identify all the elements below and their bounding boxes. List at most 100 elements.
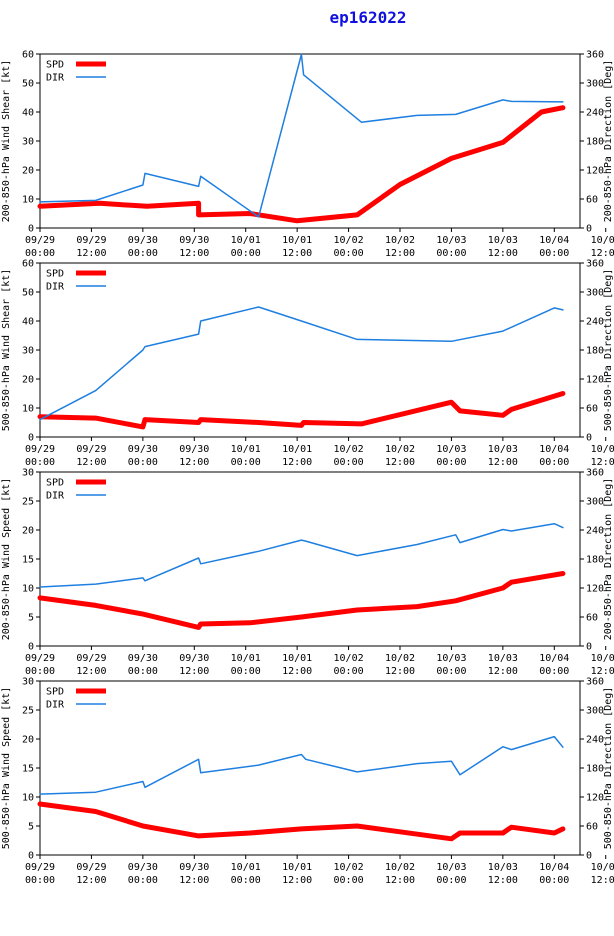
legend-spd-label: SPD [46, 478, 64, 489]
x-tick-label-date: 09/30 [128, 235, 158, 246]
x-tick-label-time: 00:00 [334, 666, 364, 677]
y-tick-label-left: 15 [22, 764, 34, 775]
x-tick-label-time: 00:00 [25, 457, 55, 468]
y-tick-label-right: 300 [586, 79, 604, 90]
x-tick-label-time: 00:00 [128, 875, 158, 886]
x-tick-label-date: 09/30 [179, 235, 209, 246]
x-tick-label-time: 12:00 [179, 457, 209, 468]
x-tick-label-date: 10/03 [436, 235, 466, 246]
y-tick-label-left: 5 [28, 613, 34, 624]
x-tick-label-time: 00:00 [539, 457, 569, 468]
x-tick-label-date: 09/30 [128, 862, 158, 873]
x-tick-label-time: 00:00 [25, 248, 55, 259]
x-tick-label-time: 12:00 [76, 875, 106, 886]
x-tick-label-date: 10/04 [591, 653, 614, 664]
x-tick-label-time: 12:00 [591, 457, 614, 468]
x-tick-label-time: 12:00 [591, 666, 614, 677]
y-tick-label-right: 0 [586, 433, 592, 444]
y-tick-label-right: 240 [586, 317, 604, 328]
x-tick-label-time: 00:00 [436, 457, 466, 468]
y-axis-label-left: 200-850-hPa Wind Speed [kt] [1, 478, 12, 641]
y-tick-label-left: 60 [22, 259, 34, 270]
x-tick-label-date: 10/04 [539, 862, 569, 873]
x-tick-label-time: 12:00 [282, 875, 312, 886]
x-tick-label-time: 12:00 [179, 666, 209, 677]
y-tick-label-left: 10 [22, 584, 34, 595]
y-tick-label-right: 300 [586, 706, 604, 717]
y-axis-label-right: 500-850-hPa Direction [Deg] [603, 269, 614, 432]
x-tick-label-time: 12:00 [282, 666, 312, 677]
x-tick-label-time: 12:00 [488, 875, 518, 886]
y-tick-label-right: 360 [586, 677, 604, 688]
x-tick-label-time: 12:00 [385, 457, 415, 468]
x-tick-label-time: 00:00 [539, 666, 569, 677]
x-tick-label-time: 00:00 [334, 457, 364, 468]
x-tick-label-date: 10/04 [539, 444, 569, 455]
x-tick-label-time: 00:00 [539, 248, 569, 259]
x-tick-label-time: 12:00 [385, 875, 415, 886]
y-tick-label-right: 180 [586, 555, 604, 566]
dir-series-line [39, 306, 564, 421]
y-tick-label-left: 0 [28, 224, 34, 235]
x-tick-label-date: 10/03 [488, 862, 518, 873]
chart-title: ep162022 [329, 8, 407, 27]
x-tick-label-time: 00:00 [334, 875, 364, 886]
x-tick-label-date: 09/29 [76, 444, 106, 455]
spd-series-line [37, 391, 566, 430]
y-axis-label-left: 500-850-hPa Wind Shear [kt] [1, 269, 12, 432]
y-axis-label-right: 200-850-hPa Direction [Deg] [603, 478, 614, 641]
legend-dir-label: DIR [46, 491, 65, 502]
y-tick-label-left: 30 [22, 346, 34, 357]
x-tick-label-time: 12:00 [591, 875, 614, 886]
x-tick-label-date: 10/03 [488, 235, 518, 246]
y-tick-label-right: 0 [586, 224, 592, 235]
y-tick-label-right: 240 [586, 108, 604, 119]
y-tick-label-right: 180 [586, 764, 604, 775]
y-tick-label-left: 0 [28, 851, 34, 862]
y-tick-label-left: 10 [22, 793, 34, 804]
x-tick-label-date: 09/29 [76, 235, 106, 246]
x-tick-label-time: 00:00 [436, 875, 466, 886]
x-tick-label-date: 09/30 [128, 444, 158, 455]
panel-4: 05101520253006012018024030036009/2900:00… [1, 677, 614, 887]
x-tick-label-date: 10/02 [334, 653, 364, 664]
y-tick-label-left: 30 [22, 137, 34, 148]
x-tick-label-date: 10/02 [334, 862, 364, 873]
y-tick-label-left: 20 [22, 166, 34, 177]
x-tick-label-date: 09/29 [76, 653, 106, 664]
legend-spd-label: SPD [46, 269, 64, 280]
y-tick-label-left: 50 [22, 79, 34, 90]
y-tick-label-left: 0 [28, 642, 34, 653]
x-tick-label-time: 12:00 [591, 248, 614, 259]
y-tick-label-right: 360 [586, 468, 604, 479]
panel-3: 05101520253006012018024030036009/2900:00… [1, 468, 614, 678]
plot-frame [39, 471, 581, 647]
y-tick-label-right: 300 [586, 288, 604, 299]
x-tick-label-time: 00:00 [436, 248, 466, 259]
y-axis-label-left: 500-850-hPa Wind Speed [kt] [1, 687, 12, 850]
y-tick-label-right: 120 [586, 793, 604, 804]
y-tick-label-right: 180 [586, 346, 604, 357]
legend-spd-label: SPD [46, 687, 64, 698]
y-tick-label-left: 25 [22, 497, 34, 508]
y-tick-label-left: 30 [22, 468, 34, 479]
x-tick-label-date: 10/04 [539, 653, 569, 664]
x-tick-label-time: 12:00 [488, 666, 518, 677]
x-tick-label-time: 00:00 [231, 248, 261, 259]
x-tick-label-time: 12:00 [282, 248, 312, 259]
x-tick-label-date: 09/29 [76, 862, 106, 873]
y-tick-label-right: 360 [586, 50, 604, 61]
x-tick-label-date: 09/29 [25, 653, 55, 664]
x-tick-label-time: 12:00 [282, 457, 312, 468]
x-tick-label-date: 10/02 [334, 444, 364, 455]
y-tick-label-right: 180 [586, 137, 604, 148]
y-tick-label-right: 60 [586, 195, 598, 206]
x-tick-label-time: 12:00 [76, 666, 106, 677]
x-tick-label-date: 10/02 [385, 444, 415, 455]
y-tick-label-left: 15 [22, 555, 34, 566]
x-tick-label-time: 00:00 [539, 875, 569, 886]
y-tick-label-right: 120 [586, 584, 604, 595]
x-tick-label-date: 10/03 [436, 444, 466, 455]
x-tick-label-date: 10/04 [591, 862, 614, 873]
